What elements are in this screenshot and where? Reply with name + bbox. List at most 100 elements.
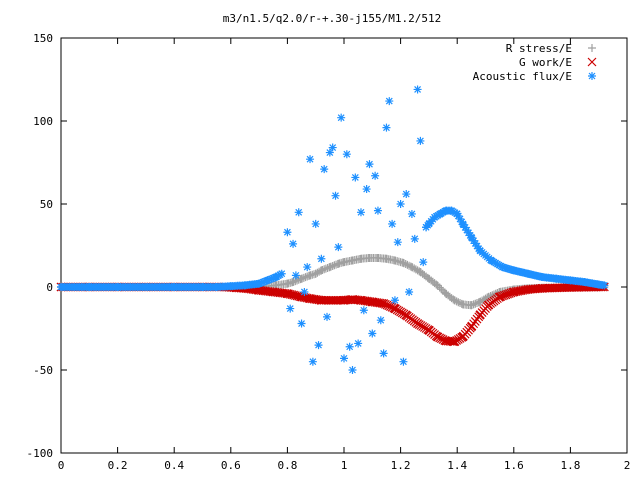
x-tick-label: 0 bbox=[58, 459, 65, 472]
y-tick-label: 100 bbox=[33, 115, 53, 128]
data-point bbox=[471, 299, 480, 308]
data-point bbox=[467, 301, 476, 310]
data-point bbox=[416, 136, 425, 145]
legend-marker bbox=[588, 44, 596, 52]
legend-label: R stress/E bbox=[506, 42, 572, 55]
data-point bbox=[476, 297, 485, 306]
data-point bbox=[457, 217, 466, 226]
x-tick-label: 0.4 bbox=[164, 459, 184, 472]
data-point bbox=[440, 207, 449, 216]
data-point bbox=[474, 298, 483, 307]
data-point bbox=[388, 219, 397, 228]
data-point bbox=[464, 228, 473, 237]
x-tick-label: 1.8 bbox=[560, 459, 580, 472]
data-point bbox=[293, 276, 302, 285]
data-point bbox=[337, 113, 346, 122]
x-tick-label: 0.6 bbox=[221, 459, 241, 472]
data-point bbox=[325, 148, 334, 157]
data-point bbox=[379, 349, 388, 358]
data-point bbox=[454, 211, 463, 220]
data-point bbox=[375, 298, 385, 308]
data-point bbox=[303, 263, 312, 272]
data-point bbox=[401, 260, 410, 269]
data-point bbox=[437, 285, 446, 294]
data-point bbox=[371, 171, 380, 180]
data-point bbox=[471, 239, 480, 248]
x-tick-label: 1 bbox=[341, 459, 348, 472]
chart-title: m3/n1.5/q2.0/r-+.30-j155/M1.2/512 bbox=[223, 12, 442, 25]
data-point bbox=[407, 209, 416, 218]
data-point bbox=[323, 312, 332, 321]
y-tick-label: 150 bbox=[33, 32, 53, 45]
data-point bbox=[479, 295, 488, 304]
data-point bbox=[410, 264, 419, 273]
data-point bbox=[294, 208, 303, 217]
data-point bbox=[294, 275, 303, 284]
data-point bbox=[332, 260, 341, 269]
data-point bbox=[289, 290, 299, 300]
data-point bbox=[320, 165, 329, 174]
x-tick-label: 1.4 bbox=[447, 459, 467, 472]
data-point bbox=[328, 261, 337, 270]
y-tick-label: 50 bbox=[40, 198, 53, 211]
x-tick-label: 0.2 bbox=[108, 459, 128, 472]
legend-label: G work/E bbox=[519, 56, 572, 69]
data-point bbox=[314, 341, 323, 350]
data-point bbox=[291, 271, 300, 280]
data-point bbox=[469, 236, 478, 245]
data-point bbox=[462, 226, 471, 235]
data-point bbox=[362, 185, 371, 194]
data-point bbox=[466, 231, 475, 240]
data-point bbox=[325, 263, 334, 272]
data-point bbox=[598, 281, 607, 290]
data-point bbox=[454, 298, 463, 307]
data-point bbox=[300, 287, 309, 296]
data-point bbox=[267, 274, 276, 283]
data-point bbox=[382, 123, 391, 132]
data-point bbox=[321, 264, 330, 273]
data-point bbox=[331, 191, 340, 200]
data-point bbox=[413, 85, 422, 94]
data-point bbox=[308, 357, 317, 366]
data-point bbox=[323, 263, 332, 272]
data-point bbox=[473, 242, 482, 251]
data-point bbox=[303, 272, 312, 281]
data-point bbox=[402, 190, 411, 199]
data-point bbox=[340, 354, 348, 363]
data-point bbox=[269, 274, 278, 283]
data-point bbox=[405, 287, 414, 296]
data-point bbox=[399, 357, 408, 366]
data-point bbox=[282, 289, 292, 298]
x-tick-label: 1.6 bbox=[504, 459, 524, 472]
data-point bbox=[399, 259, 408, 268]
data-point bbox=[297, 319, 306, 328]
data-point bbox=[356, 208, 365, 217]
data-point bbox=[408, 263, 417, 272]
data-point bbox=[313, 268, 322, 277]
data-point bbox=[411, 265, 420, 274]
data-point bbox=[377, 298, 387, 308]
data-point bbox=[260, 277, 269, 286]
data-point bbox=[306, 155, 315, 164]
data-point bbox=[257, 278, 266, 287]
data-point bbox=[449, 295, 458, 304]
y-tick-label: -100 bbox=[27, 447, 54, 460]
data-point bbox=[473, 299, 482, 308]
data-point bbox=[285, 289, 295, 299]
data-point bbox=[334, 243, 343, 252]
data-point bbox=[461, 223, 470, 232]
data-point bbox=[469, 300, 478, 309]
data-point bbox=[398, 258, 407, 267]
data-point bbox=[284, 289, 293, 299]
data-point bbox=[290, 291, 300, 300]
data-point bbox=[262, 276, 271, 285]
data-point bbox=[456, 214, 465, 223]
data-point bbox=[435, 283, 444, 292]
data-point bbox=[373, 206, 382, 215]
data-point bbox=[452, 297, 461, 306]
data-marks bbox=[56, 85, 609, 374]
data-point bbox=[255, 279, 264, 288]
data-point bbox=[478, 296, 487, 305]
data-point bbox=[365, 160, 374, 169]
